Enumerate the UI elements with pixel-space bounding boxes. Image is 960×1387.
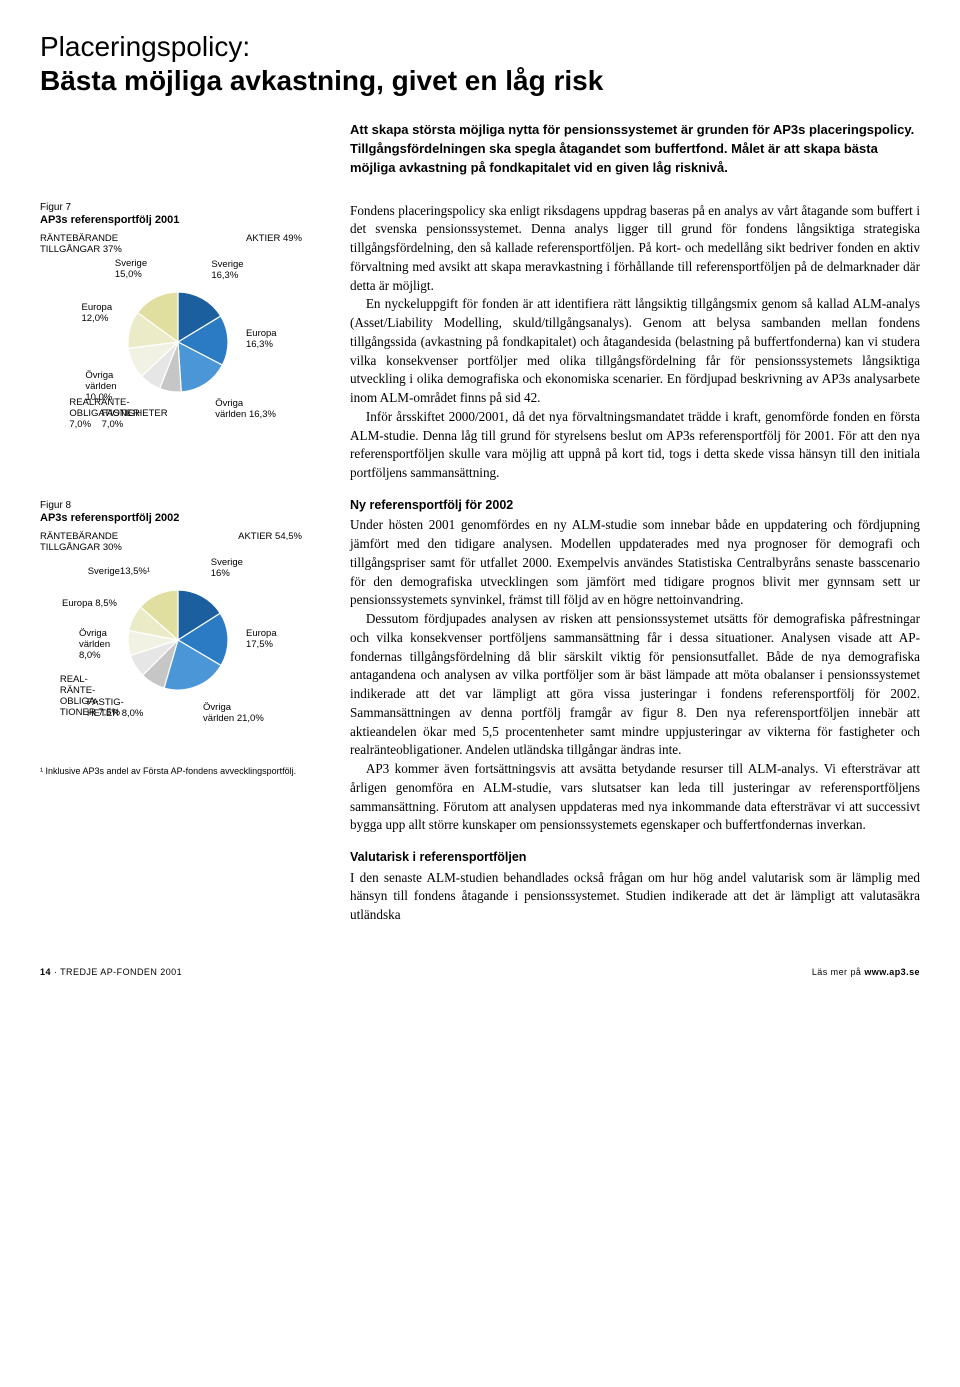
fig7-pie: Sverige 16,3% Europa 16,3% Övriga världen … [40,234,322,464]
pie-slice-label: Europa 17,5% [246,629,277,651]
fig8-footnote: ¹ Inklusive AP3s andel av Första AP-fond… [40,766,322,778]
body-p7: I den senaste ALM-studien behandlades oc… [350,869,920,925]
fig8-caption: Figur 8 [40,500,322,511]
fig7-caption: Figur 7 [40,202,322,213]
pie-slice-label: Sverige 15,0% [115,259,147,281]
pie-slice-label: Sverige13,5%¹ [88,567,150,578]
body-p6: AP3 kommer även fortsättningsvis att avs… [350,760,920,835]
body-p4: Under hösten 2001 genomfördes en ny ALM-… [350,516,920,610]
footer-right-prefix: Läs mer på [812,967,864,977]
pie-slice-label: Europa 16,3% [246,329,277,351]
pie-group-right: AKTIER 54,5% [238,532,302,543]
body-p5: Dessutom fördjupades analysen av risken … [350,610,920,760]
title-line1: Placeringspolicy: [40,30,920,64]
fig7-title: AP3s referensportfölj 2001 [40,214,322,226]
pie-slice-label: Övriga världen 10,0% [85,371,116,404]
pie-group-left: RÄNTEBÄRANDE TILLGÅNGAR 37% [40,234,150,256]
intro-paragraph: Att skapa största möjliga nytta för pens… [350,121,920,178]
pie-slice-label: Sverige 16% [211,558,243,580]
body-p1: Fondens placeringspolicy ska enligt riks… [350,202,920,296]
pie-slice-label: Europa 8,5% [62,599,117,610]
body-p2: En nyckeluppgift för fonden är att ident… [350,295,920,407]
footer-left: 14 · TREDJE AP-FONDEN 2001 [40,967,182,977]
figure-8: Figur 8 AP3s referensportfölj 2002 Sveri… [40,500,322,778]
pie-slice-label: Sverige 16,3% [211,260,243,282]
pie-slice-label: REAL- RÄNTE- OBLIGA- TIONER 7,5% [60,675,120,719]
pie-group-right: AKTIER 49% [246,234,302,245]
body-h1: Ny referensportfölj för 2002 [350,497,920,515]
footer-left-text: · TREDJE AP-FONDEN 2001 [51,967,182,977]
body-p3: Inför årsskiftet 2000/2001, då det nya f… [350,408,920,483]
main-columns: Figur 7 AP3s referensportfölj 2001 Sveri… [40,202,920,925]
pie-slice-label: Övriga världen 21,0% [203,703,264,725]
footer-right: Läs mer på www.ap3.se [812,967,920,977]
title-line2: Bästa möjliga avkastning, givet en låg r… [40,64,920,98]
page-title: Placeringspolicy: Bästa möjliga avkastni… [40,30,920,97]
page-footer: 14 · TREDJE AP-FONDEN 2001 Läs mer på ww… [40,967,920,977]
fig8-title: AP3s referensportfölj 2002 [40,512,322,524]
pie-slice-label: Övriga världen 16,3% [215,399,276,421]
body-column: Fondens placeringspolicy ska enligt riks… [350,202,920,925]
body-h2: Valutarisk i referensportföljen [350,849,920,867]
pie-group-left: RÄNTEBÄRANDE TILLGÅNGAR 30% [40,532,150,554]
figure-7: Figur 7 AP3s referensportfölj 2001 Sveri… [40,202,322,464]
pie-slice-label: Europa 12,0% [81,303,112,325]
fig8-pie: Sverige 16% Europa 17,5% Övriga världen 21… [40,532,322,762]
pie-slice-label: Övriga världen 8,0% [79,629,110,662]
footer-url: www.ap3.se [864,967,920,977]
sidebar-figures: Figur 7 AP3s referensportfölj 2001 Sveri… [40,202,322,925]
page-number: 14 [40,967,51,977]
